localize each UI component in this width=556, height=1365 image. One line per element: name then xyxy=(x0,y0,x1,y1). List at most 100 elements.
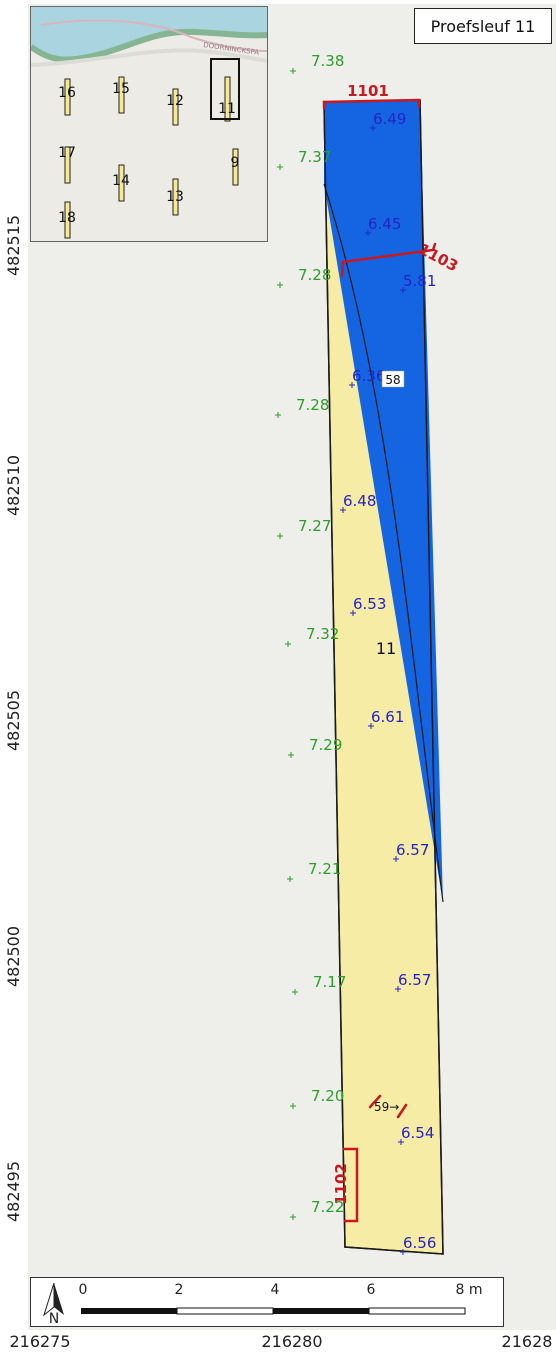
surface-height-point-marker xyxy=(290,68,296,74)
surface-height-point-marker xyxy=(277,164,283,170)
feature-58-marker: 58 xyxy=(381,370,405,388)
feature-58-label: 58 xyxy=(385,373,400,387)
x-tick-label: 21628 xyxy=(501,1332,553,1351)
trench-outline xyxy=(323,99,444,1255)
trench-height-point: 5.81 xyxy=(400,272,436,293)
inset-trench-label: 9 xyxy=(231,155,240,171)
y-tick-label: 482495 xyxy=(4,1160,24,1222)
inset-water-shore xyxy=(31,28,267,63)
surface-height-point-label: 7.38 xyxy=(311,52,344,70)
inset-trench-label: 11 xyxy=(218,101,236,117)
surface-height-point-marker xyxy=(277,533,283,539)
section-1102-line xyxy=(342,1147,359,1223)
trench-height-point-label: 6.36 xyxy=(352,367,385,385)
trench-height-point-label: 6.53 xyxy=(353,595,386,613)
trench-height-point-label: 6.57 xyxy=(398,971,431,989)
trench-height-point-marker xyxy=(370,125,376,131)
surface-height-point-marker xyxy=(275,412,281,418)
trench-height-point-marker xyxy=(365,230,371,236)
inset-selection-box xyxy=(210,58,240,120)
blue-feature-boundary xyxy=(323,183,444,903)
trench-height-point-label: 5.81 xyxy=(403,272,436,290)
north-arrow-icon: N xyxy=(43,1282,64,1325)
elevation-points: 7.38 7.37 7.28 7.28 7.27 7.32 7.29 7.21 7.17 7.20… xyxy=(275,52,436,1255)
section-lines xyxy=(322,98,437,1223)
inset-trench-label: 16 xyxy=(58,85,76,101)
trench-height-point: 6.36 xyxy=(349,367,385,388)
trench-height-point: 6.61 xyxy=(368,708,404,729)
surface-height-point-marker xyxy=(285,641,291,647)
surface-height-point: 7.38 xyxy=(290,52,344,74)
surface-height-point-marker xyxy=(287,876,293,882)
y-tick-label: 482510 xyxy=(4,454,24,516)
surface-height-point-label: 7.21 xyxy=(308,860,341,878)
trench-number-label: 11 xyxy=(376,639,396,658)
y-tick-label: 482505 xyxy=(4,689,24,751)
surface-height-point-marker xyxy=(290,1103,296,1109)
scale-label: 0 xyxy=(78,1282,88,1298)
surface-height-point: 7.27 xyxy=(277,517,331,539)
overview-inset-map[interactable]: DOORNINCKSPA 16 15 12 11 17 14 9 13 18 xyxy=(30,6,268,242)
surface-height-point: 7.20 xyxy=(290,1087,344,1109)
scale-label: 2 xyxy=(174,1282,184,1298)
surface-height-point: 7.28 xyxy=(275,396,329,418)
section-1101-label: 1101 xyxy=(347,82,389,100)
surface-height-point-marker xyxy=(288,752,294,758)
trench-height-point: 6.57 xyxy=(393,841,429,862)
surface-height-point: 7.37 xyxy=(277,148,331,170)
surface-height-point: 7.28 xyxy=(277,266,331,288)
inset-trench-16: 16 xyxy=(58,78,76,116)
trench-height-point: 6.53 xyxy=(350,595,386,616)
inset-trench-9: 9 xyxy=(231,148,240,186)
surface-height-point: 7.29 xyxy=(288,736,342,758)
trench-height-point-marker xyxy=(350,610,356,616)
feature-59-label: 59→ xyxy=(374,1100,399,1114)
inset-trench-label: 18 xyxy=(58,210,76,226)
surface-height-point-label: 7.37 xyxy=(298,148,331,166)
surface-height-point-label: 7.20 xyxy=(311,1087,344,1105)
surface-height-point: 7.32 xyxy=(285,625,339,647)
section-extra-line-b xyxy=(396,1103,408,1119)
scale-label: 8 m xyxy=(455,1282,483,1298)
surface-height-point: 7.21 xyxy=(287,860,341,882)
trench-height-point-marker xyxy=(368,723,374,729)
inset-trench-11: 11 xyxy=(210,58,240,122)
trench-height-point-label: 6.54 xyxy=(401,1124,434,1142)
scale-label: 6 xyxy=(366,1282,376,1298)
trench-height-point-label: 6.61 xyxy=(371,708,404,726)
map-canvas: 1101 1103 1102 7.387.377.287.287.277.327… xyxy=(275,52,461,1255)
section-extra-line-a xyxy=(368,1094,382,1109)
inset-trench-label: 12 xyxy=(166,93,184,109)
inset-trench-17: 17 xyxy=(58,145,76,184)
surface-height-point-label: 7.32 xyxy=(306,625,339,643)
map-title: Proefsleuf 11 xyxy=(414,8,552,44)
trench-height-point: 6.49 xyxy=(370,110,406,131)
inset-trench-14: 14 xyxy=(112,164,130,202)
trench-height-point: 6.48 xyxy=(340,492,376,513)
trench-height-point-label: 6.56 xyxy=(403,1234,436,1252)
inset-trench-13: 13 xyxy=(166,178,184,216)
trench-height-point-marker xyxy=(400,1249,406,1255)
trench-height-point-marker xyxy=(349,382,355,388)
inset-trench-group: 16 15 12 11 17 14 9 13 18 xyxy=(58,58,240,239)
section-1101-line xyxy=(322,98,421,110)
inset-trench-18: 18 xyxy=(58,201,76,239)
inset-trench-label: 14 xyxy=(112,173,130,189)
surface-height-point-label: 7.17 xyxy=(313,973,346,991)
trench-height-point-label: 6.49 xyxy=(373,110,406,128)
surface-height-point-label: 7.28 xyxy=(296,396,329,414)
trench-height-point-label: 6.57 xyxy=(396,841,429,859)
section-1103-line xyxy=(340,242,437,278)
blue-feature xyxy=(324,100,443,902)
inset-trench-12: 12 xyxy=(166,88,184,126)
trench-height-point-label: 6.48 xyxy=(343,492,376,510)
inset-trench-15: 15 xyxy=(112,76,130,114)
x-tick-label: 216280 xyxy=(261,1332,323,1351)
surface-height-point-marker xyxy=(277,282,283,288)
surface-height-point-label: 7.27 xyxy=(298,517,331,535)
surface-height-point-label: 7.29 xyxy=(309,736,342,754)
surface-height-point-marker xyxy=(292,989,298,995)
inset-trench-label: 15 xyxy=(112,81,130,97)
scale-label: 4 xyxy=(270,1282,280,1298)
